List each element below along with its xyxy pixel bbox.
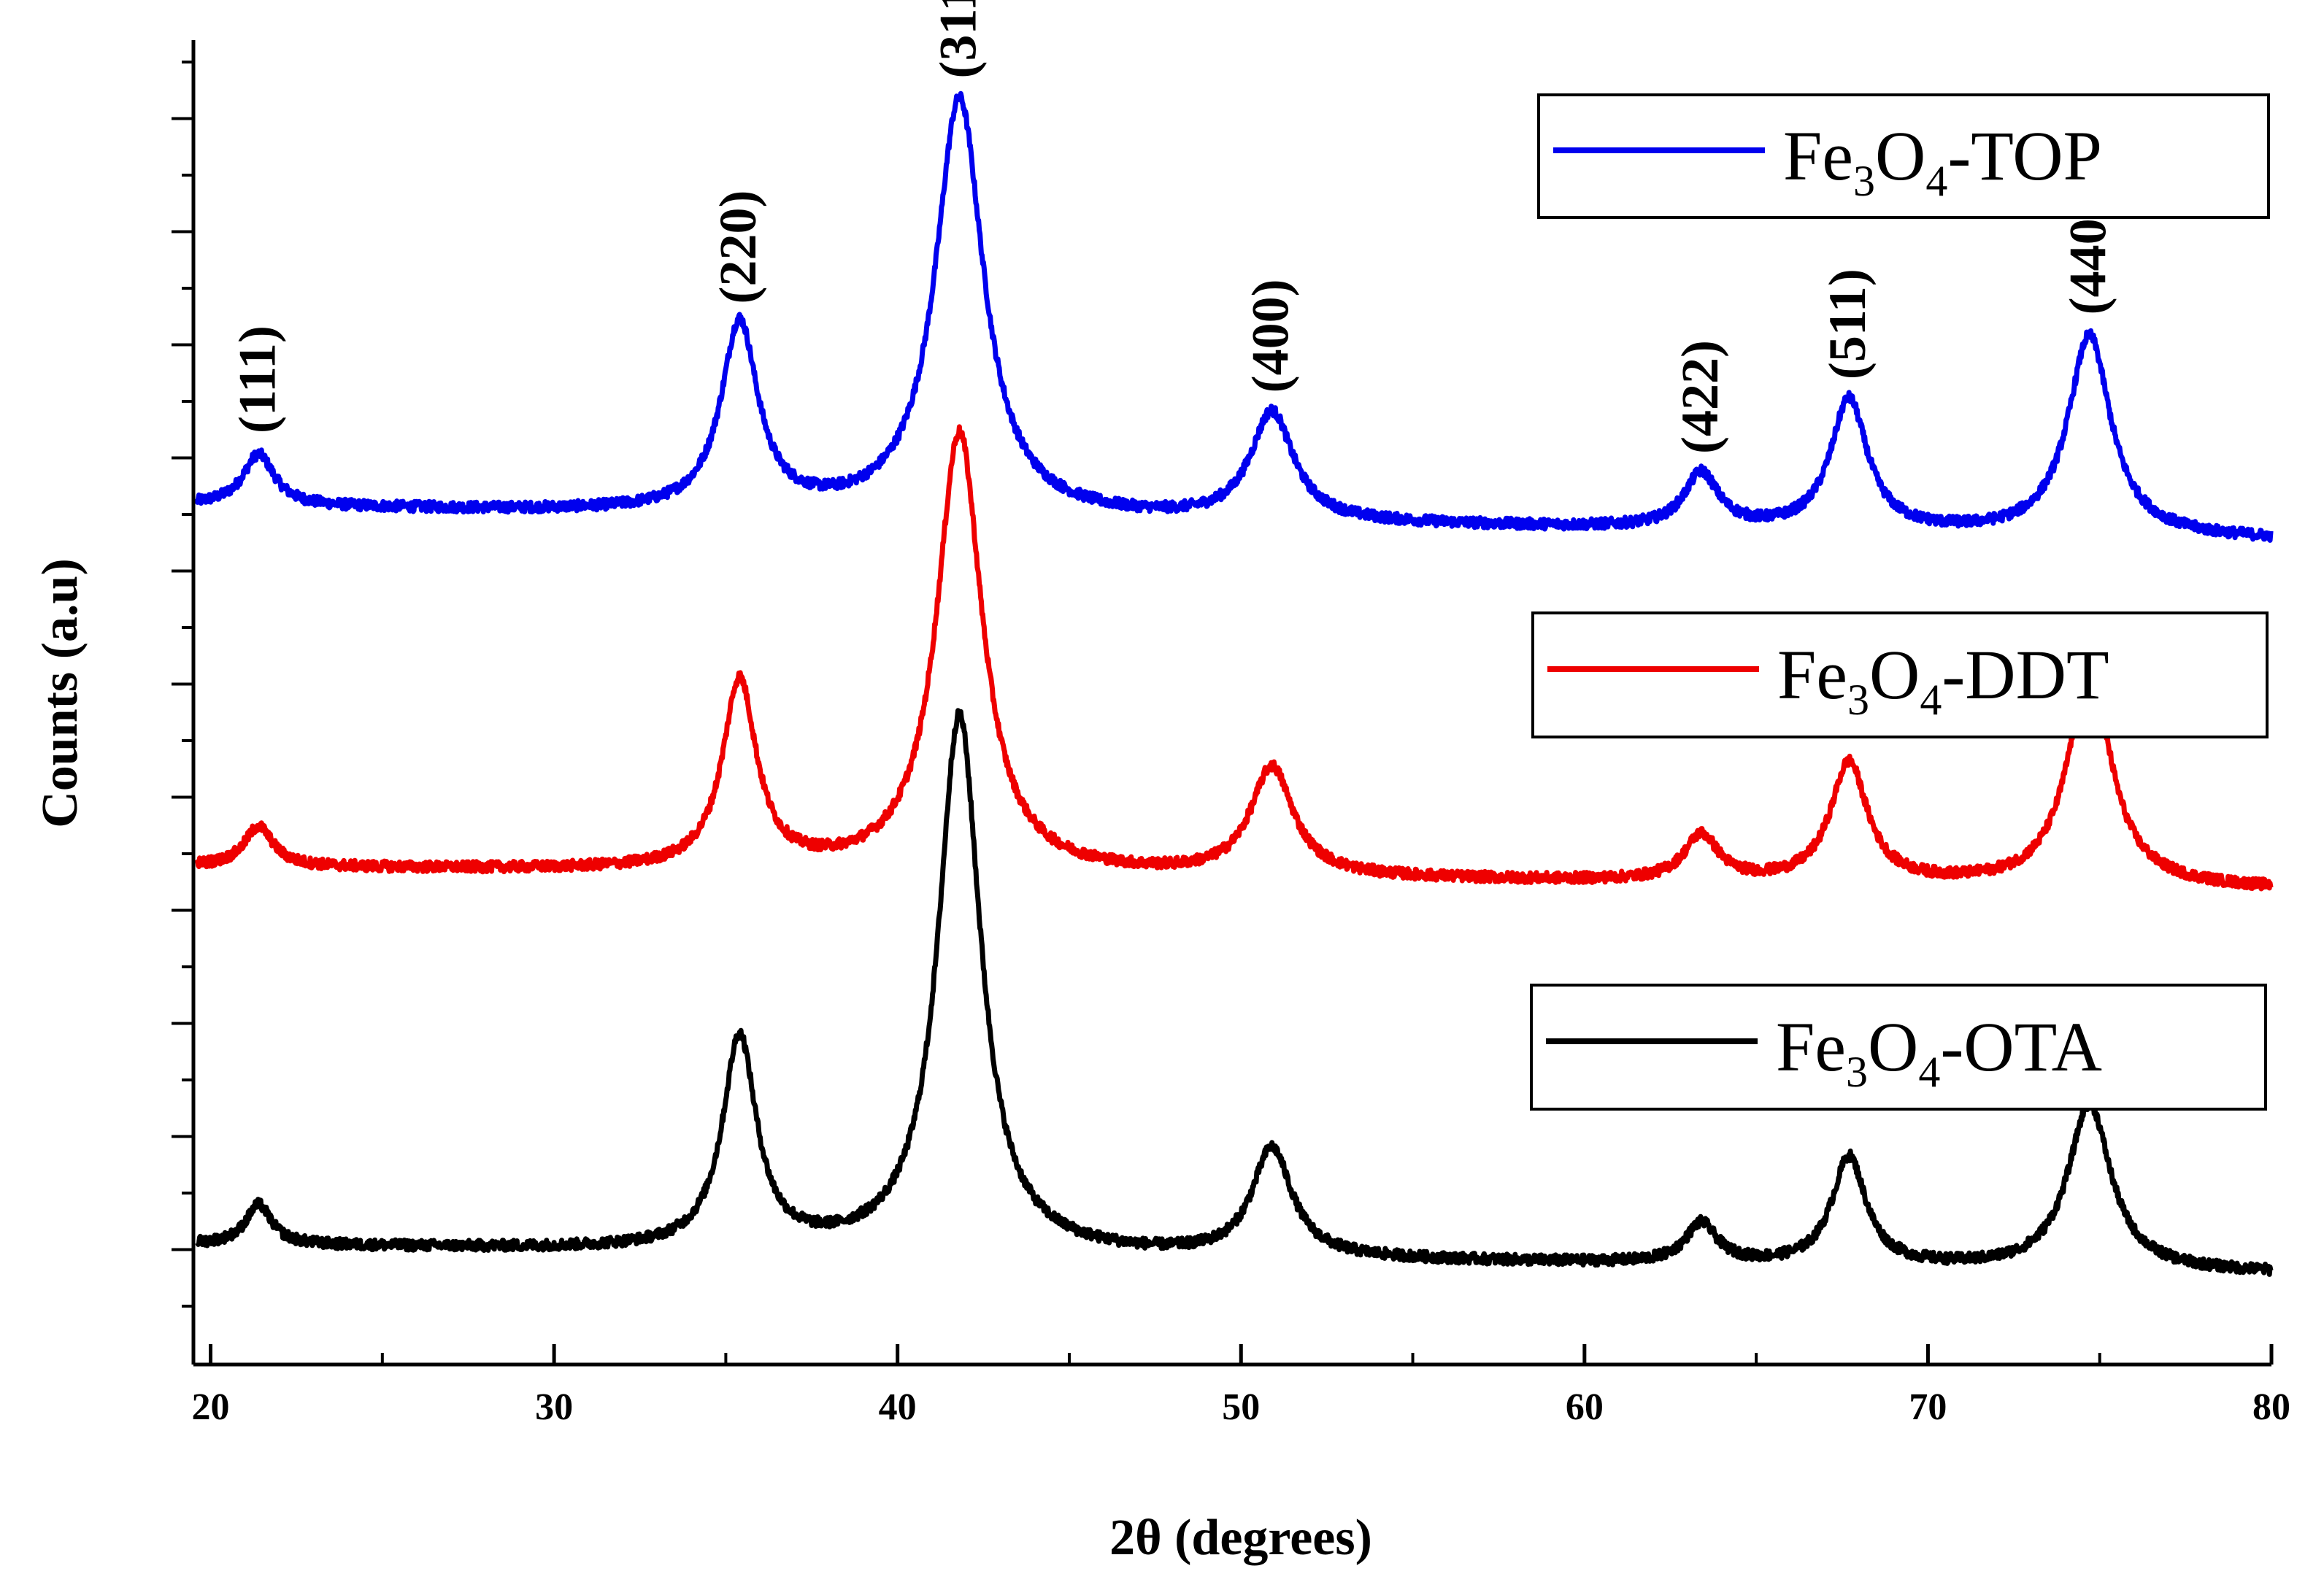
legend-label: Fe3O4-OTA (1776, 1008, 2102, 1096)
legend-text-part: -DDT (1942, 636, 2109, 714)
legend-text-part: -TOP (1947, 117, 2102, 195)
x-tick-label: 50 (1222, 1386, 1260, 1428)
y-axis-title: Counts (a.u) (32, 558, 88, 828)
legend-label: Fe3O4-TOP (1783, 117, 2102, 205)
legend-subscript: 3 (1846, 1048, 1868, 1096)
legend-box (1537, 93, 2270, 219)
x-tick-label: 80 (2252, 1386, 2290, 1428)
legend-text-part: -OTA (1940, 1008, 2102, 1086)
legend-box (1531, 611, 2269, 738)
peak-labels: (111) (220) (311) (400) (422) (511) (440) (228, 0, 2117, 454)
peak-label: (440) (2059, 201, 2117, 314)
axes-layer: 20 30 40 50 60 70 80 (172, 40, 2290, 1428)
series-line-fe3o4-ota (195, 708, 2274, 1277)
peak-label: (311) (928, 0, 987, 79)
peak-label: (111) (228, 325, 286, 433)
legend-fe3o4-ddt: Fe3O4-DDT (1531, 611, 2269, 738)
legend-text-part: Fe (1776, 1008, 1846, 1086)
peak-label: (422) (1671, 340, 1729, 454)
series-line-fe3o4-ddt (195, 424, 2274, 892)
x-axis-title: 2θ (degrees) (1109, 1510, 1372, 1566)
legend-subscript: 4 (1925, 157, 1947, 205)
x-tick-label: 60 (1566, 1386, 1604, 1428)
legend-text-part: O (1868, 1008, 1918, 1086)
legend-subscript: 4 (1920, 676, 1942, 724)
legend-fe3o4-top: Fe3O4-TOP (1537, 93, 2270, 219)
x-tick-label: 30 (535, 1386, 573, 1428)
series-layer (194, 90, 2274, 1277)
legend-text-part: O (1875, 117, 1925, 195)
peak-label: (220) (709, 190, 767, 304)
legend-text-part: Fe (1777, 636, 1847, 714)
legend-box (1530, 984, 2267, 1111)
series-line-fe3o4-top (194, 90, 2274, 543)
legend-subscript: 3 (1847, 676, 1869, 724)
legend-subscript: 4 (1918, 1048, 1940, 1096)
legend-text-part: Fe (1783, 117, 1853, 195)
x-tick-label: 40 (879, 1386, 917, 1428)
legend-label: Fe3O4-DDT (1777, 636, 2109, 724)
peak-label: (400) (1242, 279, 1300, 393)
x-tick-label: 70 (1909, 1386, 1947, 1428)
legend-subscript: 3 (1853, 157, 1875, 205)
peak-label: (511) (1818, 269, 1877, 379)
legend-fe3o4-ota: Fe3O4-OTA (1530, 984, 2267, 1111)
x-tick-label: 20 (192, 1386, 230, 1428)
legend-text-part: O (1869, 636, 1920, 714)
